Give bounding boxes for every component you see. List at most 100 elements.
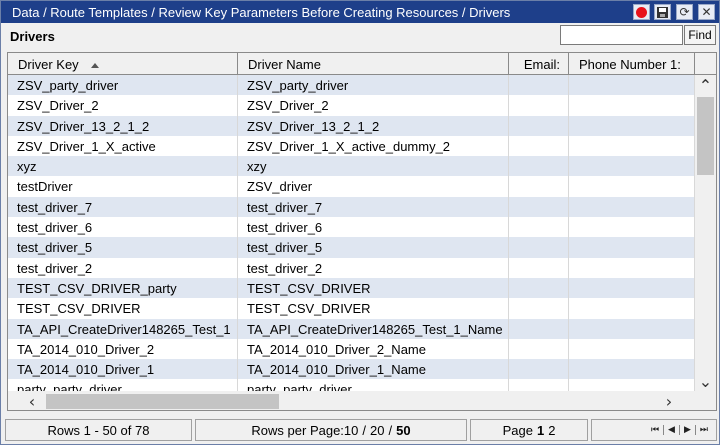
table-row[interactable]: xyz xzy <box>8 156 695 177</box>
driver-key-cell: TA_2014_010_Driver_1 <box>8 359 238 380</box>
per-page-option-10[interactable]: 10 <box>343 422 359 438</box>
per-page-option-20[interactable]: 20 <box>370 422 385 438</box>
driver-key-cell: test_driver_5 <box>8 237 238 258</box>
driver-key-cell: test_driver_2 <box>8 257 238 278</box>
column-header-driver-name[interactable]: Driver Name <box>238 53 509 74</box>
table-row[interactable]: test_driver_5 test_driver_5 <box>8 237 695 258</box>
per-page-option-50[interactable]: 50 <box>396 422 411 438</box>
column-header-label: Driver Key <box>18 57 79 72</box>
window-title: Data / Route Templates / Review Key Para… <box>12 5 511 20</box>
sort-ascending-icon <box>90 63 99 69</box>
scroll-left-icon[interactable]: ‹ <box>28 391 36 411</box>
email-cell <box>509 95 569 116</box>
page-link-2[interactable]: 2 <box>548 422 556 438</box>
scroll-up-icon[interactable]: ⌃ <box>698 75 713 95</box>
find-button[interactable]: Find <box>684 25 716 45</box>
email-cell <box>509 217 569 238</box>
driver-key-cell: ZSV_Driver_1_X_active <box>8 135 238 157</box>
vertical-scroll-thumb[interactable] <box>697 97 714 175</box>
status-bar: Rows 1 - 50 of 78 Rows per Page: 10 / 20… <box>1 417 719 444</box>
table-row[interactable]: ZSV_Driver_2 ZSV_Driver_2 <box>8 95 695 116</box>
table-row[interactable]: ZSV_Driver_13_2_1_2 ZSV_Driver_13_2_1_2 <box>8 115 695 136</box>
phone-cell <box>569 338 695 360</box>
phone-cell <box>569 196 695 218</box>
driver-key-cell: ZSV_party_driver <box>8 75 238 96</box>
table-row[interactable]: TEST_CSV_DRIVER_party TEST_CSV_DRIVER <box>8 277 695 299</box>
horizontal-scrollbar[interactable]: ‹ › <box>8 391 695 411</box>
driver-key-cell: TA_API_CreateDriver148265_Test_1 <box>8 318 238 339</box>
record-icon <box>636 6 647 18</box>
drivers-table: Driver Key Driver Name Email: Phone Numb… <box>7 52 717 411</box>
record-button[interactable] <box>633 4 650 20</box>
column-header-email[interactable]: Email: <box>509 53 569 74</box>
table-body: ZSV_party_driver ZSV_party_driver ZSV_Driv… <box>8 75 695 391</box>
email-cell <box>509 75 569 96</box>
driver-name-cell: test_driver_5 <box>238 237 509 258</box>
email-cell <box>509 359 569 380</box>
table-row[interactable]: test_driver_2 test_driver_2 <box>8 257 695 278</box>
panel-title: Drivers <box>10 29 55 44</box>
table-row[interactable]: test_driver_7 test_driver_7 <box>8 196 695 218</box>
phone-cell <box>569 298 695 319</box>
driver-key-cell: party_party_driver <box>8 379 238 391</box>
page-indicator: Page 1 2 <box>470 419 588 441</box>
driver-name-cell: TA_2014_010_Driver_1_Name <box>238 359 509 380</box>
column-header-label: Phone Number 1: <box>579 57 681 72</box>
rows-count: Rows 1 - 50 of 78 <box>5 419 192 441</box>
email-cell <box>509 156 569 177</box>
scroll-right-icon[interactable]: › <box>665 391 673 411</box>
email-cell <box>509 338 569 360</box>
table-row[interactable]: ZSV_Driver_1_X_active ZSV_Driver_1_X_acti… <box>8 135 695 157</box>
driver-name-cell: test_driver_7 <box>238 196 509 218</box>
column-header-label: Email: <box>523 57 560 72</box>
email-cell <box>509 298 569 319</box>
table-row[interactable]: testDriver ZSV_driver <box>8 176 695 197</box>
phone-cell <box>569 318 695 339</box>
search-input[interactable] <box>560 25 683 45</box>
vertical-scrollbar[interactable]: ⌃ ⌄ <box>695 75 716 391</box>
last-page-icon[interactable]: ⏭ <box>699 425 708 435</box>
refresh-button[interactable]: ⟳ <box>676 4 693 20</box>
table-header: Driver Key Driver Name Email: Phone Numb… <box>8 53 716 75</box>
title-bar: Data / Route Templates / Review Key Para… <box>1 1 719 23</box>
email-cell <box>509 115 569 136</box>
email-cell <box>509 277 569 299</box>
phone-cell <box>569 237 695 258</box>
table-row[interactable]: TA_2014_010_Driver_2 TA_2014_010_Driver_2… <box>8 338 695 360</box>
previous-page-icon[interactable]: ◀ <box>668 425 675 435</box>
driver-key-cell: TEST_CSV_DRIVER_party <box>8 277 238 299</box>
phone-cell <box>569 257 695 278</box>
save-button[interactable] <box>654 4 671 20</box>
rows-per-page: Rows per Page: 10 / 20 / 50 <box>195 419 467 441</box>
scrollbar-corner <box>695 391 716 410</box>
close-button[interactable]: ✕ <box>698 4 715 20</box>
table-row[interactable]: TEST_CSV_DRIVER TEST_CSV_DRIVER <box>8 298 695 319</box>
driver-name-cell: TEST_CSV_DRIVER <box>238 277 509 299</box>
next-page-icon[interactable]: ▶ <box>683 425 691 435</box>
first-page-icon[interactable]: ⏮ <box>650 425 660 435</box>
table-row[interactable]: test_driver_6 test_driver_6 <box>8 217 695 238</box>
scroll-down-icon[interactable]: ⌄ <box>698 371 713 391</box>
per-page-separator: / <box>362 422 367 438</box>
table-row[interactable]: ZSV_party_driver ZSV_party_driver <box>8 75 695 96</box>
column-header-phone-number[interactable]: Phone Number 1: <box>569 53 695 74</box>
email-cell <box>509 318 569 339</box>
email-cell <box>509 237 569 258</box>
phone-cell <box>569 217 695 238</box>
table-row[interactable]: TA_API_CreateDriver148265_Test_1 TA_API_C… <box>8 318 695 339</box>
horizontal-scroll-thumb[interactable] <box>46 394 279 409</box>
page-link-1[interactable]: 1 <box>536 422 545 438</box>
close-icon: ✕ <box>701 5 712 19</box>
pagination-nav: ⏮ ◀ ▶ ⏭ <box>591 419 717 441</box>
phone-cell <box>569 176 695 197</box>
email-cell <box>509 176 569 197</box>
driver-name-cell: ZSV_Driver_13_2_1_2 <box>238 115 509 136</box>
driver-key-cell: ZSV_Driver_2 <box>8 95 238 116</box>
table-row[interactable]: TA_2014_010_Driver_1 TA_2014_010_Driver_1… <box>8 359 695 380</box>
table-row[interactable]: party_party_driver party_party_driver <box>8 379 695 391</box>
email-cell <box>509 257 569 278</box>
column-header-driver-key[interactable]: Driver Key <box>8 53 238 74</box>
driver-key-cell: xyz <box>8 156 238 177</box>
driver-name-cell: ZSV_Driver_2 <box>238 95 509 116</box>
